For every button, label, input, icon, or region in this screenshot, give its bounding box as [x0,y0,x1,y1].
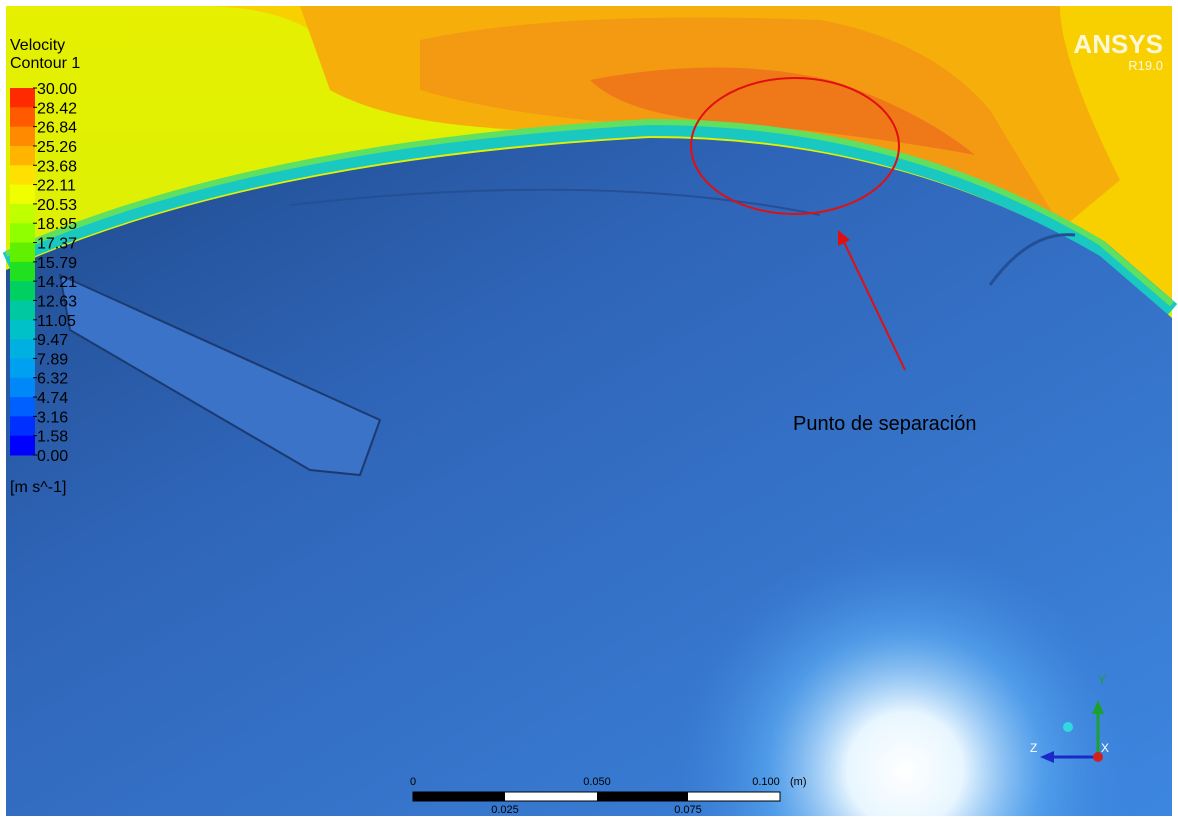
legend-swatch [10,126,35,147]
legend-label: 15.79 [37,255,77,272]
legend-swatch [10,165,35,186]
legend-swatch [10,184,35,205]
legend-swatch [10,416,35,437]
legend-swatch [10,223,35,244]
scale-bar-segment [597,792,688,801]
legend-label: 17.37 [37,236,77,253]
legend-label: 4.74 [37,390,68,407]
arrow-head [1092,700,1104,714]
legend-label: 9.47 [37,332,68,349]
scale-label: 0 [410,776,416,788]
legend-swatch [10,261,35,282]
legend-swatch [10,281,35,301]
legend-swatch [10,300,35,321]
axis-label: Y [1098,673,1106,687]
scale-bar: 0 0.050 0.100 (m) 0.025 0.075 [410,776,807,816]
scale-label: 0.050 [583,776,611,788]
scale-label: 0.100 [752,776,780,788]
legend-label: 6.32 [37,371,68,388]
legend-swatch [10,107,35,128]
arrow-head [838,230,850,246]
legend-unit: [m s^-1] [10,479,66,496]
legend-swatch [10,358,35,379]
scale-label: 0.075 [674,804,702,816]
legend-title: Velocity [10,37,65,54]
scale-unit: (m) [790,776,807,788]
legend-subtitle: Contour 1 [10,55,80,72]
side-mirror [58,273,382,477]
legend-label: 1.58 [37,429,68,446]
legend-label: 25.26 [37,139,77,156]
legend-swatch [10,242,35,263]
surface-edge [988,233,1076,286]
axis-triad: Y Z X [1030,673,1109,763]
legend-label: 20.53 [37,197,77,214]
legend-swatch [10,88,35,108]
legend-label: 11.05 [37,313,76,330]
annotation-text: Punto de separación [793,413,976,435]
legend-label: 26.84 [37,120,77,137]
legend-label: 7.89 [37,351,68,368]
legend-swatch [10,397,35,417]
legend-label: 28.42 [37,100,77,117]
legend-label: 30.00 [37,81,77,98]
surface-edge [289,188,821,216]
legend-label: 18.95 [37,216,77,233]
highlight-ellipse [690,77,900,215]
brand-version: R19.0 [1128,58,1163,73]
scale-bar-segment [413,792,505,801]
legend-swatch [10,339,35,359]
legend-swatch [10,145,35,166]
arrow-head [1040,751,1054,763]
annotation-arrow [842,239,906,371]
triad-ball [1063,722,1073,732]
brand-name: ANSYS [1073,29,1163,59]
legend-label: 14.21 [37,274,77,291]
legend-label: 12.63 [37,293,77,310]
legend-label: 0.00 [37,448,68,465]
legend-label: 23.68 [37,158,77,175]
legend-swatch [10,435,35,456]
legend: Velocity Contour 1 30.00 28.42 26.84 25.26 2… [10,37,80,465]
legend-swatch [10,377,35,398]
legend-label: 3.16 [37,409,68,426]
legend-swatch [10,319,35,340]
axis-label: X [1101,741,1109,755]
legend-swatch [10,203,35,224]
scale-label: 0.025 [491,804,519,816]
legend-label: 22.11 [37,178,76,195]
light-reflection [6,6,1172,816]
axis-label: Z [1030,741,1037,755]
x-axis-dot [1093,752,1103,762]
